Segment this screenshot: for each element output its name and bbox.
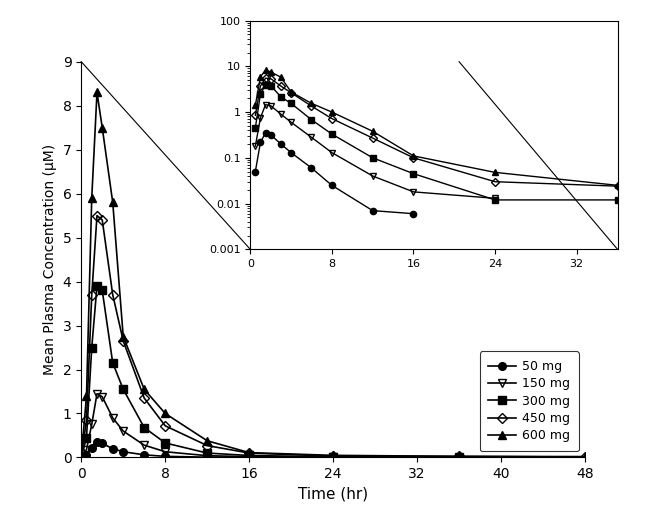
- 150 mg: [120, 428, 127, 434]
- 300 mg: [140, 425, 148, 431]
- 300 mg: [93, 283, 101, 289]
- 450 mg: [329, 453, 337, 459]
- 600 mg: [455, 453, 463, 460]
- 600 mg: [93, 89, 101, 96]
- 300 mg: [109, 360, 116, 366]
- 300 mg: [120, 386, 127, 392]
- 50 mg: [83, 452, 90, 458]
- 150 mg: [93, 391, 101, 397]
- 50 mg: [140, 452, 148, 458]
- 600 mg: [88, 195, 96, 201]
- 450 mg: [581, 454, 589, 460]
- Line: 150 mg: 150 mg: [77, 390, 337, 461]
- Line: 50 mg: 50 mg: [77, 438, 253, 461]
- 300 mg: [161, 440, 169, 446]
- 50 mg: [93, 439, 101, 445]
- 450 mg: [83, 417, 90, 423]
- 150 mg: [83, 447, 90, 453]
- 150 mg: [203, 453, 211, 459]
- 150 mg: [88, 421, 96, 428]
- 150 mg: [161, 449, 169, 455]
- 450 mg: [93, 212, 101, 218]
- 300 mg: [77, 454, 85, 461]
- 450 mg: [140, 395, 148, 401]
- 50 mg: [77, 454, 85, 461]
- Line: 300 mg: 300 mg: [77, 282, 463, 461]
- 150 mg: [329, 454, 337, 460]
- 450 mg: [120, 338, 127, 344]
- 600 mg: [203, 437, 211, 444]
- 50 mg: [109, 446, 116, 452]
- X-axis label: Time (hr): Time (hr): [298, 487, 368, 502]
- 600 mg: [77, 454, 85, 461]
- 300 mg: [329, 454, 337, 460]
- 600 mg: [98, 124, 106, 131]
- 300 mg: [98, 287, 106, 293]
- 600 mg: [109, 199, 116, 206]
- 300 mg: [455, 454, 463, 460]
- 50 mg: [98, 440, 106, 447]
- 150 mg: [140, 442, 148, 448]
- 450 mg: [161, 423, 169, 429]
- Legend: 50 mg, 150 mg, 300 mg, 450 mg, 600 mg: 50 mg, 150 mg, 300 mg, 450 mg, 600 mg: [480, 351, 578, 451]
- 450 mg: [245, 450, 253, 456]
- 450 mg: [455, 453, 463, 460]
- 300 mg: [83, 435, 90, 441]
- Line: 600 mg: 600 mg: [77, 88, 589, 461]
- Y-axis label: Mean Plasma Concentration (μM): Mean Plasma Concentration (μM): [43, 144, 57, 375]
- 150 mg: [109, 415, 116, 421]
- 450 mg: [77, 454, 85, 461]
- 300 mg: [203, 450, 211, 456]
- 450 mg: [98, 217, 106, 223]
- 450 mg: [203, 443, 211, 449]
- 450 mg: [88, 291, 96, 298]
- 600 mg: [581, 453, 589, 460]
- 50 mg: [161, 453, 169, 460]
- 600 mg: [140, 386, 148, 392]
- 50 mg: [88, 445, 96, 451]
- 600 mg: [83, 393, 90, 399]
- 450 mg: [109, 291, 116, 298]
- 50 mg: [120, 449, 127, 455]
- 150 mg: [77, 454, 85, 461]
- 150 mg: [98, 394, 106, 400]
- 300 mg: [245, 452, 253, 458]
- 50 mg: [203, 454, 211, 460]
- 300 mg: [88, 344, 96, 351]
- Line: 450 mg: 450 mg: [77, 212, 589, 461]
- 150 mg: [245, 453, 253, 460]
- 600 mg: [161, 410, 169, 416]
- 600 mg: [245, 450, 253, 456]
- 50 mg: [245, 454, 253, 460]
- 600 mg: [120, 334, 127, 340]
- 600 mg: [329, 452, 337, 458]
